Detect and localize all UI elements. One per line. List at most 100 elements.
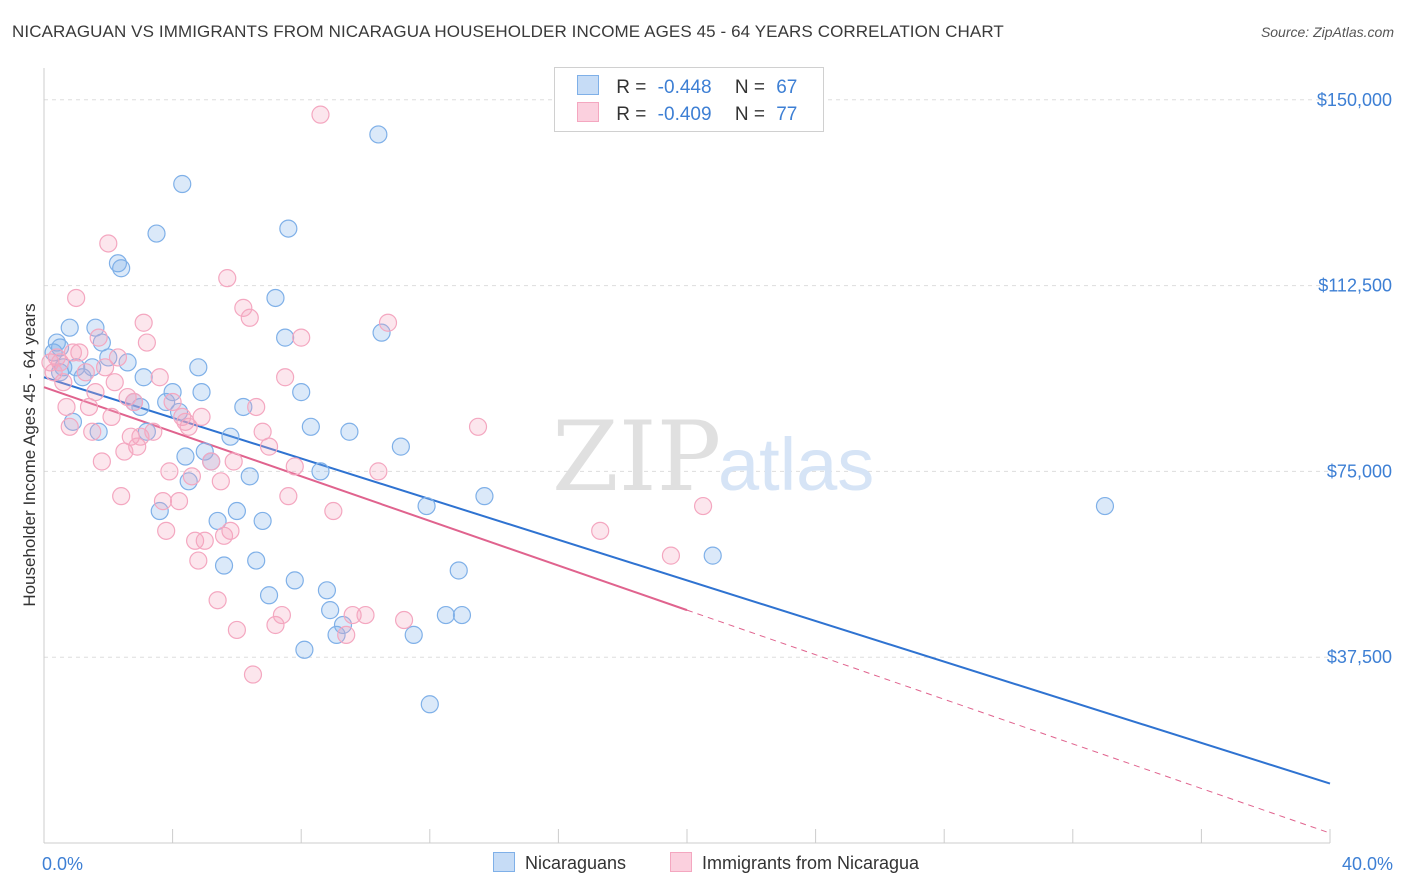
data-point [124,392,144,412]
data-point [67,288,86,308]
correlation-legend: R = -0.448 N = 67 R = -0.409 N = 77 [554,67,824,132]
data-point [86,383,105,402]
data-point [247,397,266,417]
data-point [227,620,246,640]
data-point [157,392,176,412]
data-point [475,487,494,506]
data-point [311,462,330,481]
series-immigrants [41,105,713,684]
data-point [391,437,410,456]
axes [43,68,1331,844]
data-point [311,105,330,124]
data-point [195,442,214,461]
legend-n-value: 67 [776,77,798,98]
legend-r-label: R = [616,77,647,98]
y-tick-label: $150,000 [1317,90,1392,110]
data-point [240,467,259,486]
data-point [221,521,240,540]
data-point [192,383,211,402]
data-point [160,462,179,481]
data-point [134,368,153,387]
y-axis-label: Householder Income Ages 45 - 64 years [20,303,39,606]
data-point [169,492,189,511]
data-point [121,427,140,446]
trend-line [43,376,1331,785]
data-point [99,348,118,367]
data-point [50,353,70,372]
data-point [163,383,182,402]
data-point [186,531,205,550]
data-point [436,605,455,625]
legend-row-nicaraguans: R = -0.448 N = 67 [577,75,797,99]
data-point [134,313,153,332]
y-tick-label: $37,500 [1327,647,1392,667]
data-point [227,501,246,521]
data-point [153,492,173,511]
data-point [272,605,292,625]
data-point [192,407,211,426]
data-point [83,422,102,441]
data-point [182,467,201,486]
trend-line-extension [686,609,1331,834]
legend-swatch-pink [670,852,692,872]
data-point [321,601,340,620]
data-point [378,313,398,332]
data-point [92,452,111,471]
data-point [89,422,108,441]
data-point [105,373,124,392]
data-point [247,551,266,570]
legend-n-value: 77 [776,104,798,125]
data-point [333,615,353,635]
data-point [369,462,388,481]
data-point [292,328,311,347]
data-point [276,368,295,387]
data-point [693,496,713,516]
data-point [1095,496,1115,516]
data-point [240,308,259,327]
data-point [301,417,320,436]
legend-r-value: -0.448 [657,77,712,98]
legend-r-label: R = [616,104,647,125]
data-point [343,605,362,625]
data-point [63,343,83,362]
data-point [259,437,279,456]
data-point [112,259,131,278]
data-point [89,328,108,347]
data-point [128,437,147,456]
data-point [295,640,314,659]
data-point [169,402,189,422]
data-point [189,358,208,377]
data-point [356,605,375,625]
legend-series-label: Immigrants from Nicaragua [702,853,920,873]
series-legend: Nicaraguans Immigrants from Nicaragua [0,852,1406,878]
data-point [591,521,610,540]
legend-swatch-pink [577,102,599,122]
data-point [394,610,414,630]
legend-swatch-blue [493,852,515,872]
data-point [176,447,195,466]
data-point [202,452,221,471]
data-point [317,581,337,600]
data-point [449,561,468,580]
legend-n-label: N = [734,104,765,125]
series-nicaraguans [44,125,1115,714]
legend-n-label: N = [734,77,765,98]
data-point [47,333,66,352]
data-point [147,224,166,243]
data-point [259,586,279,605]
data-point [173,407,192,426]
data-point [179,472,198,491]
data-point [420,695,439,714]
data-point [189,551,208,570]
data-point [163,392,182,412]
data-point [337,625,356,644]
x-tick-label: 0.0% [42,854,83,874]
y-tick-labels: $150,000 $112,500 $75,000 $37,500 [1317,90,1392,667]
data-point [279,487,298,506]
data-point [76,363,95,382]
data-point [417,496,436,516]
x-tick-label: 40.0% [1342,854,1393,874]
y-tick-label: $112,500 [1318,276,1392,296]
data-points [41,105,1115,714]
data-point [661,546,681,565]
